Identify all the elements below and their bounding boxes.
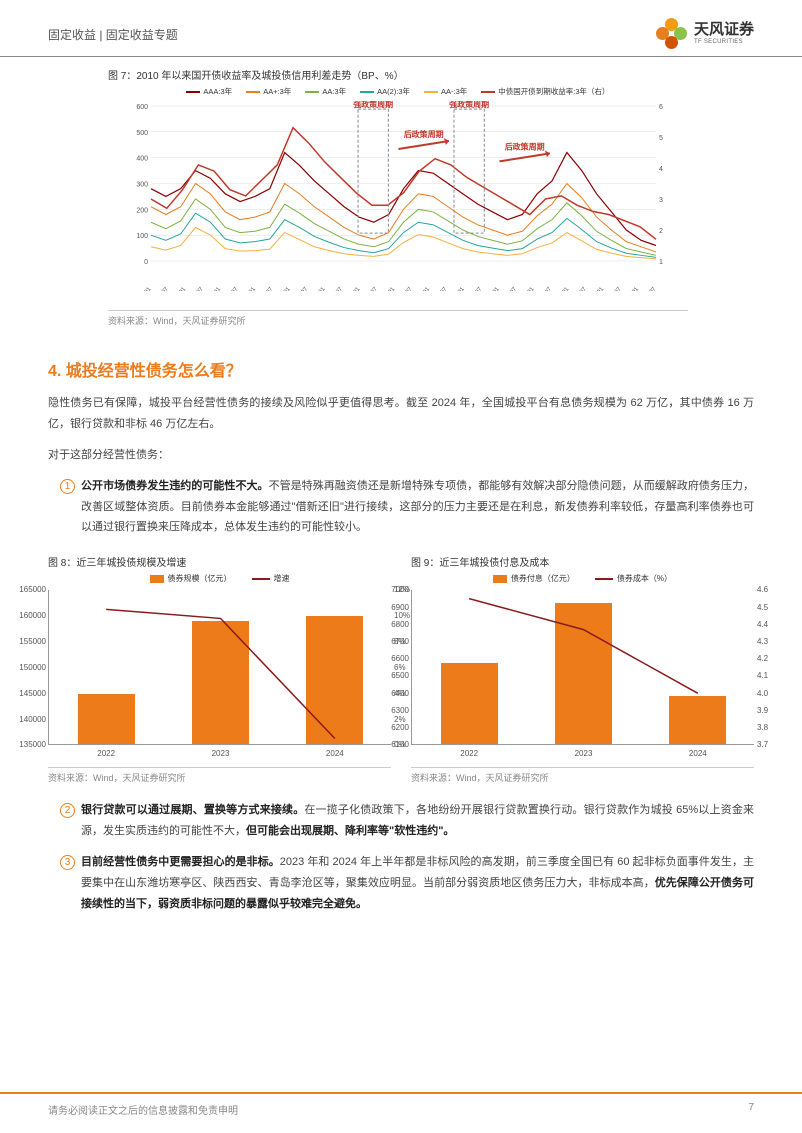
svg-text:200: 200 — [136, 207, 148, 214]
svg-text:2015-07: 2015-07 — [325, 286, 344, 291]
svg-text:2: 2 — [659, 228, 663, 235]
svg-text:2014-01: 2014-01 — [273, 286, 292, 291]
svg-text:2013-07: 2013-07 — [255, 286, 274, 291]
num-circle-2: 2 — [60, 803, 75, 818]
svg-text:600: 600 — [136, 104, 148, 111]
figure-7: 图 7：2010 年以来国开债收益率及城投债信用利差走势（BP、%） AAA:3… — [108, 67, 688, 327]
svg-text:2015-01: 2015-01 — [307, 286, 326, 291]
fig9-source: 资料来源：Wind，天风证券研究所 — [411, 767, 754, 784]
fig8-leg-line: 增速 — [274, 573, 290, 584]
svg-text:2024-07: 2024-07 — [638, 286, 657, 291]
figure-9: 图 9：近三年城投债付息及成本 债券付息（亿元） 债券成本（%） 6100620… — [411, 554, 754, 784]
svg-text:2012-01: 2012-01 — [203, 286, 222, 291]
fig9-leg-line: 债券成本（%） — [617, 573, 672, 584]
fig8-leg-bar: 债券规模（亿元） — [168, 573, 232, 584]
page-footer: 请务必阅读正文之后的信息披露和免责申明 7 — [0, 1092, 802, 1133]
fig9-title: 图 9：近三年城投债付息及成本 — [411, 554, 754, 569]
figures-row: 图 8：近三年城投债规模及增速 债券规模（亿元） 增速 135000140000… — [48, 554, 754, 784]
svg-text:2016-01: 2016-01 — [342, 286, 361, 291]
section4-p1: 隐性债务已有保障，城投平台经营性债务的接续及风险似乎更值得思考。截至 2024 … — [48, 393, 754, 435]
fig9-chart: 债券付息（亿元） 债券成本（%） 61006200630064006500660… — [411, 573, 754, 763]
fig7-source: 资料来源：Wind，天风证券研究所 — [108, 310, 688, 327]
logo-flower-icon — [656, 18, 688, 50]
fig8-source: 资料来源：Wind，天风证券研究所 — [48, 767, 391, 784]
svg-text:2018-01: 2018-01 — [412, 286, 431, 291]
page-header: 固定收益 | 固定收益专题 天风证券 TF SECURITIES — [0, 0, 802, 57]
num-circle-3: 3 — [60, 855, 75, 870]
svg-text:后政策周期: 后政策周期 — [403, 129, 443, 139]
svg-text:3: 3 — [659, 197, 663, 204]
item2-bold2: 但可能会出现展期、降利率等"软性违约"。 — [246, 825, 454, 837]
svg-text:2020-07: 2020-07 — [499, 286, 518, 291]
num-circle-1: 1 — [60, 479, 75, 494]
svg-text:2010-01: 2010-01 — [133, 286, 152, 291]
fig9-legend: 债券付息（亿元） 债券成本（%） — [411, 573, 754, 584]
svg-text:2020-01: 2020-01 — [482, 286, 501, 291]
fig7-title: 图 7：2010 年以来国开债收益率及城投债信用利差走势（BP、%） — [108, 67, 688, 82]
fig7-plot: 01002003004005006001234562010-012010-072… — [121, 101, 676, 291]
svg-text:100: 100 — [136, 233, 148, 240]
svg-text:2023-01: 2023-01 — [586, 286, 605, 291]
svg-text:2017-01: 2017-01 — [377, 286, 396, 291]
svg-text:4: 4 — [659, 166, 663, 173]
svg-text:强政策周期: 强政策周期 — [449, 101, 489, 109]
svg-text:5: 5 — [659, 135, 663, 142]
svg-text:2022-01: 2022-01 — [551, 286, 570, 291]
header-logo-block: 天风证券 TF SECURITIES — [656, 18, 754, 50]
svg-text:2011-01: 2011-01 — [168, 286, 187, 291]
svg-text:2013-01: 2013-01 — [238, 286, 257, 291]
item1-bold: 公开市场债券发生违约的可能性不大。 — [81, 480, 269, 492]
item1-text: 公开市场债券发生违约的可能性不大。不管是特殊再融资债还是新增特殊专项债，都能够有… — [81, 476, 754, 539]
fig8-plot: 1350001400001450001500001550001600001650… — [48, 590, 391, 745]
section4-item1: 1 公开市场债券发生违约的可能性不大。不管是特殊再融资债还是新增特殊专项债，都能… — [48, 476, 754, 539]
svg-text:2019-07: 2019-07 — [464, 286, 483, 291]
fig8-chart: 债券规模（亿元） 增速 1350001400001450001500001550… — [48, 573, 391, 763]
svg-text:0: 0 — [144, 259, 148, 266]
page-content: 图 7：2010 年以来国开债收益率及城投债信用利差走势（BP、%） AAA:3… — [0, 57, 802, 915]
section4-item2: 2 银行贷款可以通过展期、置换等方式来接续。在一揽子化债政策下，各地纷纷开展银行… — [48, 800, 754, 842]
svg-text:2022-07: 2022-07 — [569, 286, 588, 291]
figure-8: 图 8：近三年城投债规模及增速 债券规模（亿元） 增速 135000140000… — [48, 554, 391, 784]
svg-text:2019-01: 2019-01 — [447, 286, 466, 291]
svg-text:2017-07: 2017-07 — [394, 286, 413, 291]
section4-item3: 3 目前经营性债务中更需要担心的是非标。2023 年和 2024 年上半年都是非… — [48, 852, 754, 915]
footer-disclaimer: 请务必阅读正文之后的信息披露和免责申明 — [48, 1102, 238, 1117]
header-category: 固定收益 | 固定收益专题 — [48, 26, 178, 43]
svg-text:后政策周期: 后政策周期 — [504, 141, 544, 151]
svg-text:强政策周期: 强政策周期 — [353, 101, 393, 109]
svg-text:2023-07: 2023-07 — [603, 286, 622, 291]
svg-text:2024-01: 2024-01 — [621, 286, 640, 291]
svg-text:2021-01: 2021-01 — [516, 286, 535, 291]
svg-text:2012-07: 2012-07 — [220, 286, 239, 291]
svg-text:6: 6 — [659, 104, 663, 111]
svg-text:2016-07: 2016-07 — [360, 286, 379, 291]
item2-text: 银行贷款可以通过展期、置换等方式来接续。在一揽子化债政策下，各地纷纷开展银行贷款… — [81, 800, 754, 842]
fig7-chart: AAA:3年AA+:3年AA:3年AA(2):3年AA-:3年中债国开债到期收益… — [121, 86, 676, 306]
svg-text:2021-07: 2021-07 — [534, 286, 553, 291]
svg-text:1: 1 — [659, 259, 663, 266]
fig9-leg-bar: 债券付息（亿元） — [511, 573, 575, 584]
section4-p2: 对于这部分经营性债务： — [48, 445, 754, 466]
item3-text: 目前经营性债务中更需要担心的是非标。2023 年和 2024 年上半年都是非标风… — [81, 852, 754, 915]
item2-bold: 银行贷款可以通过展期、置换等方式来接续。 — [81, 804, 304, 816]
svg-text:500: 500 — [136, 130, 148, 137]
footer-page: 7 — [748, 1102, 754, 1117]
svg-text:2010-07: 2010-07 — [151, 286, 170, 291]
item3-bold: 目前经营性债务中更需要担心的是非标。 — [81, 856, 280, 868]
fig9-plot: 6100620063006400650066006700680069007000… — [411, 590, 754, 745]
svg-text:400: 400 — [136, 156, 148, 163]
fig7-legend: AAA:3年AA+:3年AA:3年AA(2):3年AA-:3年中债国开债到期收益… — [121, 86, 676, 97]
fig8-legend: 债券规模（亿元） 增速 — [48, 573, 391, 584]
svg-text:300: 300 — [136, 182, 148, 189]
logo-text: 天风证券 TF SECURITIES — [694, 22, 754, 45]
fig8-title: 图 8：近三年城投债规模及增速 — [48, 554, 391, 569]
svg-text:2014-07: 2014-07 — [290, 286, 309, 291]
logo-cn: 天风证券 — [694, 22, 754, 39]
svg-text:2011-07: 2011-07 — [186, 286, 205, 291]
section4-title: 4. 城投经营性债务怎么看？ — [48, 357, 754, 381]
svg-text:2018-07: 2018-07 — [429, 286, 448, 291]
logo-en: TF SECURITIES — [694, 39, 754, 46]
